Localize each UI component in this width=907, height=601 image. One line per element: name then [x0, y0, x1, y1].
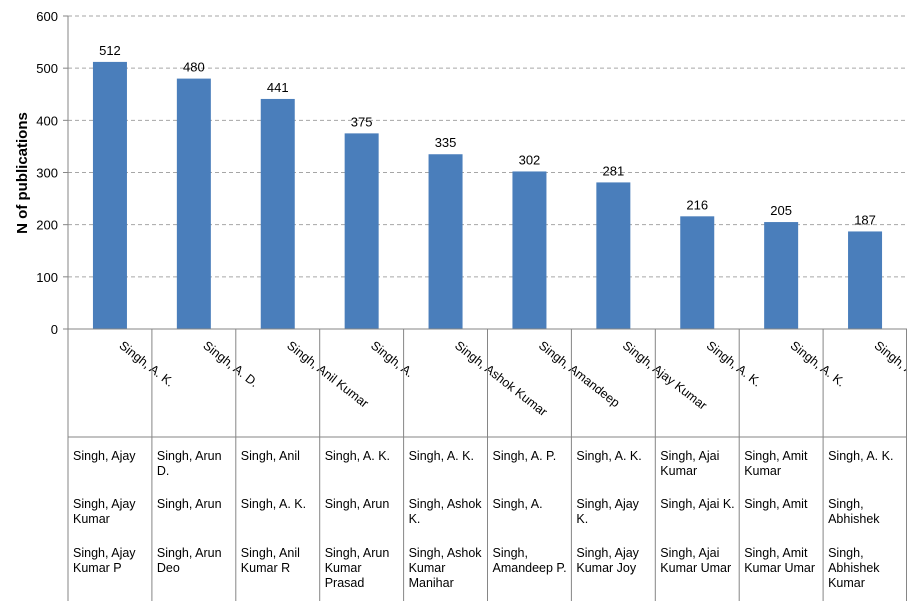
- variant-cell: Singh, A. P.: [492, 449, 557, 463]
- category-label: Singh, Ajay Kumar: [620, 338, 710, 412]
- y-tick-label: 300: [36, 166, 58, 181]
- y-tick-label: 0: [51, 322, 58, 337]
- bar: [764, 222, 799, 329]
- y-tick-label: 600: [36, 9, 58, 24]
- y-axis-title: N of publications: [14, 112, 31, 234]
- variant-cell: Singh, A. K.: [324, 449, 391, 463]
- variant-cell: Singh, Ashok K.: [408, 497, 482, 526]
- category-label: Singh, A. K.: [116, 338, 176, 389]
- bar: [680, 216, 715, 329]
- variant-cell: Singh, A.: [492, 497, 543, 511]
- bar: [512, 171, 547, 329]
- data-label: 281: [602, 163, 624, 178]
- category-label: Singh, Amandeep: [536, 338, 622, 410]
- y-tick-label: 100: [36, 270, 58, 285]
- y-tick-label: 400: [36, 113, 58, 128]
- bar: [428, 154, 463, 329]
- variant-cell: Singh, Arun Kumar Prasad: [324, 546, 390, 590]
- bars: [92, 61, 883, 329]
- variant-cell: Singh, Abhishek: [828, 497, 880, 526]
- data-label: 302: [519, 152, 541, 167]
- variant-cell: Singh, Amit Kumar Umar: [744, 546, 816, 575]
- category-label: Singh, A. D.: [200, 338, 261, 390]
- variant-cell: Singh, Ajay Kumar P: [73, 546, 136, 575]
- data-label: 512: [99, 43, 121, 58]
- variant-table-lines: [67, 329, 907, 601]
- variant-cell: Singh, Anil: [240, 449, 300, 463]
- variant-cell: Singh, Abhishek Kumar: [828, 546, 880, 590]
- variant-cell: Singh, Arun: [156, 497, 222, 511]
- variant-cell: Singh, Arun: [324, 497, 390, 511]
- category-label: Singh, A.: [872, 338, 907, 380]
- variant-cell: Singh, Amit Kumar: [744, 449, 808, 478]
- variant-cell: Singh, A. K.: [408, 449, 474, 463]
- category-label: Singh, A. K.: [788, 338, 848, 389]
- category-label: Singh, A. K.: [704, 338, 764, 389]
- data-label: 216: [686, 197, 708, 212]
- bar: [176, 78, 211, 329]
- variant-cell: Singh, Arun Deo: [156, 546, 222, 575]
- y-tick-label: 200: [36, 218, 58, 233]
- variant-cell: Singh, Ajai Kumar Umar: [660, 546, 732, 575]
- variant-cell: Singh, Ajay K.: [576, 497, 639, 526]
- bar: [92, 61, 127, 329]
- bar: [344, 133, 379, 329]
- variant-cell: Singh, Ashok Kumar Manihar: [408, 546, 482, 590]
- variant-cell: Singh, A. K.: [828, 449, 894, 463]
- bar: [848, 231, 883, 329]
- variant-cell: Singh, Arun D.: [156, 449, 222, 478]
- variant-cell: Singh, Ajay: [73, 449, 136, 463]
- bar: [260, 98, 295, 329]
- variant-cell: Singh, Amit: [744, 497, 808, 511]
- bar: [596, 182, 631, 329]
- category-labels: Singh, A. K. Singh, A. D. Singh, Anil Kuma…: [116, 338, 907, 419]
- variant-cell: Singh, Ajai K.: [660, 497, 735, 511]
- y-tick-label: 500: [36, 61, 58, 76]
- data-label: 480: [183, 60, 205, 75]
- variant-cell: Singh, Ajay Kumar: [73, 497, 136, 526]
- data-label: 205: [770, 203, 792, 218]
- variant-cell: Singh, Ajay Kumar Joy: [576, 546, 639, 575]
- variant-cell: Singh, Ajai Kumar: [660, 449, 720, 478]
- data-label: 375: [351, 114, 373, 129]
- data-labels: 512 480 441 375 335 302 281 216 205 187: [99, 43, 876, 228]
- category-label: Singh, Ashok Kumar: [452, 338, 550, 419]
- variant-cell: Singh, Amandeep P.: [492, 546, 567, 575]
- category-label: Singh, A.: [368, 338, 416, 380]
- category-label: Singh, Anil Kumar: [284, 338, 371, 410]
- variant-cell: Singh, Anil Kumar R: [240, 546, 300, 575]
- variant-cell: Singh, A. K.: [576, 449, 642, 463]
- y-tick-labels: 0 100 200 300 400 500 600: [36, 9, 58, 337]
- data-label: 441: [267, 80, 289, 95]
- variant-cell: Singh, A. K.: [240, 497, 307, 511]
- data-label: 335: [435, 135, 457, 150]
- data-label: 187: [854, 212, 876, 227]
